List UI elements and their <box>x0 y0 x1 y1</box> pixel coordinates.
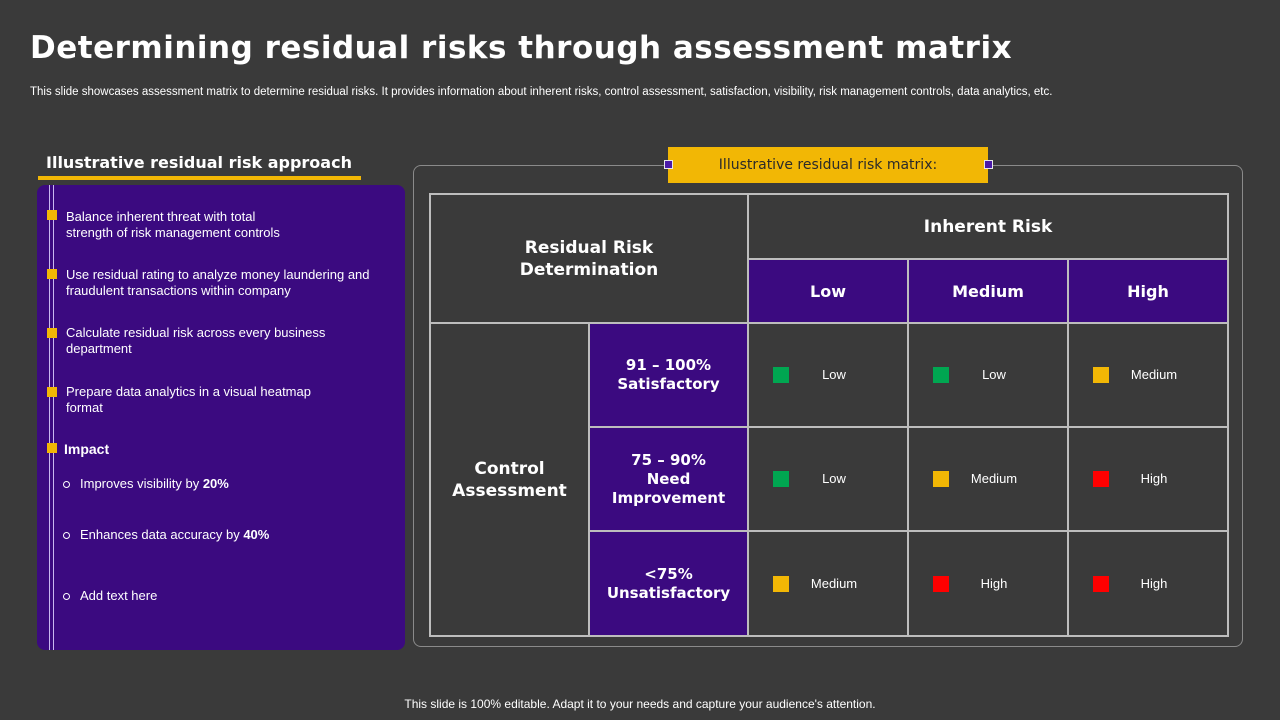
cell-text: Low <box>822 367 846 382</box>
impact-value: 40% <box>243 527 270 542</box>
risk-swatch-icon <box>1093 575 1110 592</box>
banner-handle-icon <box>664 160 673 169</box>
matrix-cell: High <box>1067 530 1230 637</box>
impact-text: Improves visibility by <box>80 476 203 491</box>
level-header-high: High <box>1067 258 1230 324</box>
page-title: Determining residual risks through asses… <box>30 30 1013 66</box>
bullet-line: Calculate residual risk across every bus… <box>66 325 326 340</box>
cell-text: High <box>1140 575 1168 591</box>
page-subtitle: This slide showcases assessment matrix t… <box>30 86 1053 98</box>
bullet-square-icon <box>47 443 57 453</box>
cell-text: Medium <box>1130 367 1178 382</box>
control-assessment-header: Control Assessment <box>429 322 590 637</box>
row-label-unsatisfactory: <75% Unsatisfactory <box>587 530 750 637</box>
risk-swatch-icon <box>933 471 950 487</box>
circle-bullet-icon <box>63 593 70 601</box>
row-label-line: 75 – 90% <box>631 450 706 469</box>
table-row: 75 – 90% Need Improvement Low Medium Hig… <box>430 426 1230 532</box>
matrix-cell: Medium <box>1067 322 1230 428</box>
row-label-line: Improvement <box>611 488 726 507</box>
risk-swatch-icon <box>933 575 950 592</box>
row-label-line: Satisfactory <box>617 375 720 393</box>
bullet-line: Balance inherent threat with total <box>66 209 256 224</box>
approach-panel: Balance inherent threat with total stren… <box>37 185 405 650</box>
control-header-line: Assessment <box>452 480 567 501</box>
risk-swatch-icon <box>1093 367 1110 383</box>
row-label-line: 91 – 100% <box>625 356 712 374</box>
cell-text: Medium <box>810 575 858 591</box>
impact-item: Improves visibility by 20% <box>63 476 229 491</box>
bullet-line: Use residual rating to analyze money lau… <box>66 267 370 282</box>
panel-divider-line <box>53 185 54 650</box>
bullet-square-icon <box>47 328 57 338</box>
inherent-risk-header: Inherent Risk <box>747 193 1230 260</box>
level-header-low: Low <box>747 258 910 324</box>
impact-text: Enhances data accuracy by <box>80 527 244 542</box>
matrix-cell: Low <box>747 322 910 428</box>
impact-label: Impact <box>64 441 110 457</box>
matrix-cell: Medium <box>907 426 1070 532</box>
matrix-cell: High <box>1067 426 1230 532</box>
bullet-square-icon <box>47 387 57 397</box>
matrix-cell: Medium <box>747 530 910 637</box>
control-header-line: Control <box>474 458 545 479</box>
approach-bullet: Balance inherent threat with total stren… <box>66 209 280 241</box>
bullet-square-icon <box>47 210 57 220</box>
circle-bullet-icon <box>63 532 70 540</box>
table-row: <75% Unsatisfactory Medium High High <box>430 530 1230 637</box>
circle-bullet-icon <box>63 481 70 489</box>
impact-item: Enhances data accuracy by 40% <box>63 527 269 542</box>
table-row: Low Medium High <box>430 258 1230 324</box>
heading-underline <box>38 176 361 180</box>
row-label-need-improvement: 75 – 90% Need Improvement <box>587 426 750 532</box>
risk-swatch-icon <box>933 367 950 383</box>
footer-note: This slide is 100% editable. Adapt it to… <box>404 697 876 711</box>
matrix-cell: Low <box>747 426 910 532</box>
table-row: Residual Risk Determination Inherent Ris… <box>428 193 1230 324</box>
impact-item: Add text here <box>63 588 157 603</box>
corner-header-line: Determination <box>519 259 659 280</box>
risk-matrix-table: Residual Risk Determination Inherent Ris… <box>428 193 1230 637</box>
table-row: Control Assessment 91 – 100% Satisfactor… <box>429 322 1230 637</box>
approach-bullet: Use residual rating to analyze money lau… <box>66 267 370 299</box>
impact-text: Add text here <box>80 588 158 603</box>
risk-swatch-icon <box>773 367 790 383</box>
cell-text: High <box>980 575 1008 591</box>
matrix-cell: Low <box>907 322 1070 428</box>
matrix-cell: High <box>907 530 1070 637</box>
risk-swatch-icon <box>773 575 790 592</box>
impact-value: 20% <box>202 476 229 491</box>
approach-heading: Illustrative residual risk approach <box>46 153 352 172</box>
cell-text: High <box>1140 471 1168 486</box>
corner-header-line: Residual Risk <box>524 237 654 258</box>
cell-text: Medium <box>970 471 1018 486</box>
matrix-banner: Illustrative residual risk matrix: <box>668 147 988 183</box>
row-label-line: Need <box>646 469 691 488</box>
approach-bullet: Prepare data analytics in a visual heatm… <box>66 384 311 416</box>
row-label-line: Unsatisfactory <box>606 583 731 602</box>
panel-divider-line <box>49 185 50 650</box>
approach-bullet: Calculate residual risk across every bus… <box>66 325 325 357</box>
bullet-line: department <box>66 341 132 356</box>
bullet-line: Prepare data analytics in a visual heatm… <box>66 384 311 399</box>
cell-text: Low <box>822 471 846 486</box>
bullet-line: strength of risk management controls <box>66 225 280 240</box>
level-header-medium: Medium <box>907 258 1070 324</box>
risk-swatch-icon <box>1093 471 1110 487</box>
bullet-line: fraudulent transactions within company <box>66 283 291 298</box>
banner-handle-icon <box>984 160 993 169</box>
bullet-line: format <box>66 400 103 415</box>
cell-text: Low <box>982 367 1006 382</box>
corner-header: Residual Risk Determination <box>428 193 750 324</box>
row-label-line: <75% <box>644 564 693 583</box>
risk-swatch-icon <box>773 471 790 487</box>
bullet-square-icon <box>47 269 57 279</box>
row-label-satisfactory: 91 – 100% Satisfactory <box>587 322 750 428</box>
